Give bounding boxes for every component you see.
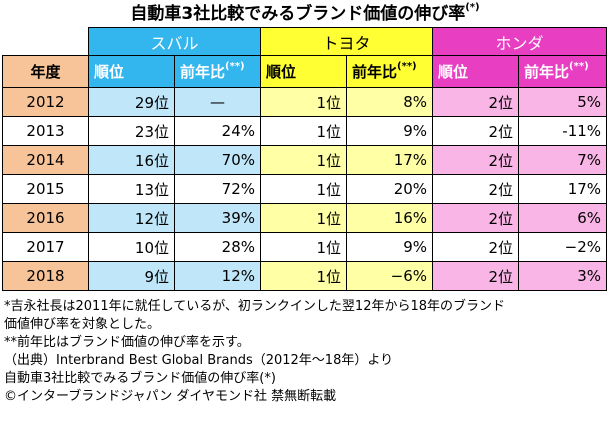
subaru-yoy-cell: 24%: [173, 116, 262, 146]
toyota-yoy-cell: 20%: [346, 174, 434, 204]
year-cell: 2014: [2, 145, 89, 175]
honda-rank-cell: 2位: [432, 203, 520, 233]
honda-yoy-cell: 3%: [518, 261, 608, 291]
yoy-footnote-mark: (**): [397, 61, 417, 72]
toyota-rank-cell: 1位: [260, 145, 348, 175]
table-row: 2017 10位 28% 1位 9% 2位 −2%: [2, 232, 608, 262]
yoy-footnote-mark: (**): [569, 61, 589, 72]
toyota-yoy-cell: 8%: [346, 87, 434, 117]
toyota-yoy-cell: 17%: [346, 145, 434, 175]
honda-yoy-cell: 17%: [518, 174, 608, 204]
brand-header-subaru: スバル: [87, 27, 262, 56]
page-title: 自動車3社比較でみるブランド価値の伸び率(*): [0, 2, 610, 26]
year-header: 年度: [2, 55, 89, 88]
year-cell: 2013: [2, 116, 89, 146]
subaru-rank-cell: 13位: [88, 174, 175, 204]
honda-rank-cell: 2位: [432, 174, 520, 204]
subaru-rank-cell: 23位: [88, 116, 175, 146]
note-president-line2: 価値伸び率を対象とした。: [4, 317, 161, 332]
honda-yoy-cell: 5%: [518, 87, 608, 117]
subaru-yoy-header: 前年比(**): [173, 55, 262, 88]
honda-rank-cell: 2位: [432, 87, 520, 117]
toyota-yoy-cell: −6%: [346, 261, 434, 291]
honda-yoy-cell: -11%: [518, 116, 608, 146]
table-row: 2015 13位 72% 1位 20% 2位 17%: [2, 174, 608, 204]
yoy-footnote-mark: (**): [225, 61, 245, 72]
table-row: 2016 12位 39% 1位 16% 2位 6%: [2, 203, 608, 233]
table-row: 2018 9位 12% 1位 −6% 2位 3%: [2, 261, 608, 291]
subaru-rank-cell: 12位: [88, 203, 175, 233]
brand-header-toyota: トヨタ: [260, 27, 434, 56]
toyota-rank-cell: 1位: [260, 87, 348, 117]
honda-rank-header: 順位: [432, 55, 520, 88]
year-cell: 2017: [2, 232, 89, 262]
subaru-yoy-cell: 70%: [173, 145, 262, 175]
copyright: ©インターブランドジャパン ダイヤモンド社 禁無断転載: [4, 389, 337, 404]
year-cell: 2016: [2, 203, 89, 233]
honda-rank-cell: 2位: [432, 261, 520, 291]
brand-header-honda: ホンダ: [432, 27, 608, 56]
blank-corner: [2, 27, 89, 56]
caption: 自動車3社比較でみるブランド価値の伸び率(*): [4, 371, 276, 386]
toyota-rank-cell: 1位: [260, 232, 348, 262]
footnotes: *吉永社長は2011年に就任しているが、初ランクインした翌12年から18年のブラ…: [4, 298, 606, 406]
rank-label: 順位: [266, 63, 297, 81]
honda-rank-cell: 2位: [432, 116, 520, 146]
subaru-rank-cell: 16位: [88, 145, 175, 175]
rank-label: 順位: [438, 63, 469, 81]
subaru-rank-cell: 29位: [88, 87, 175, 117]
toyota-rank-cell: 1位: [260, 261, 348, 291]
honda-rank-cell: 2位: [432, 145, 520, 175]
year-cell: 2018: [2, 261, 89, 291]
rank-label: 順位: [94, 63, 125, 81]
note-yoy-definition: **前年比はブランド価値の伸び率を示す。: [4, 335, 250, 350]
subaru-yoy-cell: 28%: [173, 232, 262, 262]
yoy-label: 前年比: [180, 63, 226, 81]
brand-header-row: スバル トヨタ ホンダ: [2, 27, 608, 56]
year-cell: 2015: [2, 174, 89, 204]
subaru-rank-cell: 10位: [88, 232, 175, 262]
honda-yoy-cell: 7%: [518, 145, 608, 175]
note-president-line1: *吉永社長は2011年に就任しているが、初ランクインした翌12年から18年のブラ…: [4, 299, 506, 314]
toyota-yoy-cell: 9%: [346, 116, 434, 146]
toyota-rank-cell: 1位: [260, 203, 348, 233]
toyota-yoy-header: 前年比(**): [346, 55, 434, 88]
source-note: （出典）Interbrand Best Global Brands（2012年〜…: [4, 353, 394, 368]
honda-yoy-header: 前年比(**): [518, 55, 608, 88]
table-row: 2014 16位 70% 1位 17% 2位 7%: [2, 145, 608, 175]
subaru-yoy-cell: 72%: [173, 174, 262, 204]
subaru-rank-header: 順位: [88, 55, 175, 88]
honda-rank-cell: 2位: [432, 232, 520, 262]
year-cell: 2012: [2, 87, 89, 117]
toyota-yoy-cell: 9%: [346, 232, 434, 262]
subaru-rank-cell: 9位: [88, 261, 175, 291]
honda-yoy-cell: 6%: [518, 203, 608, 233]
yoy-label: 前年比: [524, 63, 570, 81]
brand-value-table: スバル トヨタ ホンダ 年度 順位 前年比(**) 順位 前年比(**) 順位 …: [2, 27, 608, 291]
subaru-yoy-cell: 12%: [173, 261, 262, 291]
toyota-rank-cell: 1位: [260, 174, 348, 204]
toyota-rank-cell: 1位: [260, 116, 348, 146]
honda-yoy-cell: −2%: [518, 232, 608, 262]
subaru-yoy-cell: —: [173, 87, 262, 117]
table-row: 2012 29位 — 1位 8% 2位 5%: [2, 87, 608, 117]
toyota-rank-header: 順位: [260, 55, 348, 88]
yoy-label: 前年比: [352, 63, 398, 81]
toyota-yoy-cell: 16%: [346, 203, 434, 233]
subaru-yoy-cell: 39%: [173, 203, 262, 233]
title-footnote-mark: (*): [465, 2, 480, 13]
column-header-row: 年度 順位 前年比(**) 順位 前年比(**) 順位 前年比(**): [2, 55, 608, 88]
title-text: 自動車3社比較でみるブランド価値の伸び率: [130, 4, 466, 24]
table-row: 2013 23位 24% 1位 9% 2位 -11%: [2, 116, 608, 146]
